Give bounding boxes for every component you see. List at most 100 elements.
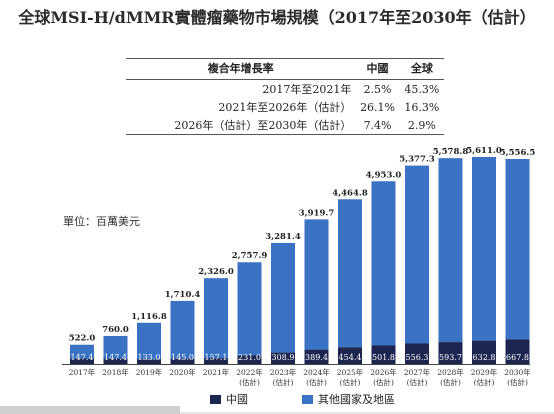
bar-other — [137, 322, 161, 360]
x-tick-label: (估計) — [507, 377, 528, 387]
china-value-label: 389.4 — [305, 353, 328, 362]
china-value-label: 454.4 — [339, 353, 362, 362]
bar-other — [103, 335, 128, 359]
bar-other — [271, 242, 295, 353]
china-value-label: 145.0 — [171, 353, 194, 362]
total-value-label: 5,611.0 — [466, 146, 502, 156]
bar-china — [103, 358, 128, 364]
total-value-label: 4,953.0 — [366, 170, 402, 180]
bar-other — [237, 262, 262, 356]
cagr-period: 2021年至2026年（估計） — [218, 101, 352, 114]
total-value-label: 4,464.8 — [332, 188, 368, 198]
cagr-header-global: 全球 — [399, 58, 444, 80]
cagr-period: 2017年至2021年 — [262, 83, 352, 96]
china-value-label: 157.1 — [205, 353, 228, 362]
cagr-china-value: 7.4% — [355, 116, 400, 135]
footer-strip — [0, 406, 180, 414]
x-tick-label: 2028年 — [437, 367, 464, 377]
china-value-label: 133.0 — [138, 353, 161, 362]
china-value-label: 147.4 — [104, 353, 127, 362]
bar-other — [371, 181, 396, 346]
x-tick-label: 2021年 — [203, 367, 230, 377]
cagr-row: 2026年（估計）至2030年（估計） 7.4% 2.9% — [126, 116, 444, 135]
bar-other — [170, 300, 195, 359]
china-value-label: 632.8 — [473, 353, 496, 362]
bar-china — [304, 349, 329, 364]
x-tick-label: (估計) — [474, 377, 495, 387]
bar-china — [170, 358, 195, 364]
bar-china — [371, 345, 396, 364]
legend-swatch-others — [302, 394, 313, 404]
bar-china — [338, 347, 362, 364]
legend-label-china: 中國 — [226, 393, 248, 406]
cagr-period: 2026年（估計）至2030年（估計） — [126, 116, 356, 135]
total-value-label: 1,710.4 — [165, 290, 201, 300]
bar-china — [237, 355, 262, 364]
bar-china — [472, 340, 496, 364]
total-value-label: 760.0 — [102, 325, 129, 335]
x-tick-label: 2022年 — [236, 367, 263, 377]
china-value-label: 501.8 — [372, 353, 395, 362]
legend-swatch-china — [210, 394, 221, 404]
china-value-label: 231.0 — [238, 353, 261, 362]
bar-other — [70, 344, 94, 359]
china-value-label: 667.8 — [506, 353, 529, 362]
total-value-label: 5,578.8 — [433, 147, 469, 157]
x-tick-label: (估計) — [306, 377, 327, 387]
x-tick-label: 2030年 — [504, 367, 531, 377]
bar-china — [405, 343, 429, 364]
china-value-label: 556.3 — [406, 353, 429, 362]
x-tick-label: (估計) — [440, 377, 461, 387]
cagr-china-value: 2.5% — [363, 82, 392, 96]
x-tick-label: 2023年 — [270, 367, 297, 377]
total-value-label: 3,281.4 — [265, 232, 301, 242]
x-tick-label: 2020年 — [169, 367, 196, 377]
bar-china — [70, 358, 94, 364]
bar-other — [505, 158, 530, 340]
legend-label-others: 其他國家及地區 — [318, 393, 395, 406]
cagr-global-value: 45.3% — [404, 82, 440, 96]
bar-other — [304, 219, 329, 350]
bar-china — [271, 352, 295, 364]
bar-other — [472, 156, 496, 341]
x-tick-label: 2024年 — [303, 367, 330, 377]
cagr-header-china: 中國 — [355, 58, 400, 80]
cagr-global-value: 16.3% — [404, 100, 440, 114]
total-value-label: 3,919.7 — [299, 208, 335, 218]
cagr-global-value: 2.9% — [399, 116, 444, 135]
cagr-header-row: 複合年增長率 中國 全球 — [126, 58, 444, 80]
x-tick-label: 2029年 — [471, 367, 498, 377]
x-tick-label: (估計) — [239, 377, 260, 387]
cagr-table: 複合年增長率 中國 全球 2017年至2021年 2.5% 45.3% 2021… — [126, 58, 444, 135]
x-tick-label: (估計) — [407, 377, 428, 387]
bar-china — [137, 359, 161, 364]
x-tick-label: 2019年 — [136, 367, 163, 377]
x-tick-label: 2026年 — [370, 367, 397, 377]
x-tick-label: (估計) — [340, 377, 361, 387]
x-tick-label: (估計) — [273, 377, 294, 387]
china-value-label: 147.4 — [71, 353, 94, 362]
cagr-row: 2021年至2026年（估計） 26.1% 16.3% — [126, 98, 444, 116]
bar-other — [338, 199, 362, 348]
total-value-label: 5,556.5 — [500, 148, 536, 158]
x-tick-label: 2025年 — [337, 367, 364, 377]
bar-other — [204, 278, 228, 359]
total-value-label: 1,116.8 — [131, 312, 167, 322]
bar-other — [405, 165, 429, 344]
x-tick-label: (估計) — [373, 377, 394, 387]
x-tick-label: 2017年 — [69, 367, 96, 377]
bar-other — [438, 158, 463, 343]
total-value-label: 522.0 — [69, 334, 96, 344]
total-value-label: 2,757.9 — [232, 251, 268, 261]
cagr-row: 2017年至2021年 2.5% 45.3% — [126, 80, 444, 99]
footer-strip-light — [180, 412, 554, 414]
unit-label: 單位：百萬美元 — [63, 215, 140, 228]
x-tick-label: 2027年 — [404, 367, 431, 377]
bar-china — [438, 342, 463, 364]
china-value-label: 308.9 — [272, 353, 295, 362]
cagr-header-label: 複合年增長率 — [126, 58, 356, 80]
total-value-label: 2,326.0 — [198, 267, 234, 277]
china-value-label: 593.7 — [439, 353, 462, 362]
bar-china — [204, 358, 228, 364]
